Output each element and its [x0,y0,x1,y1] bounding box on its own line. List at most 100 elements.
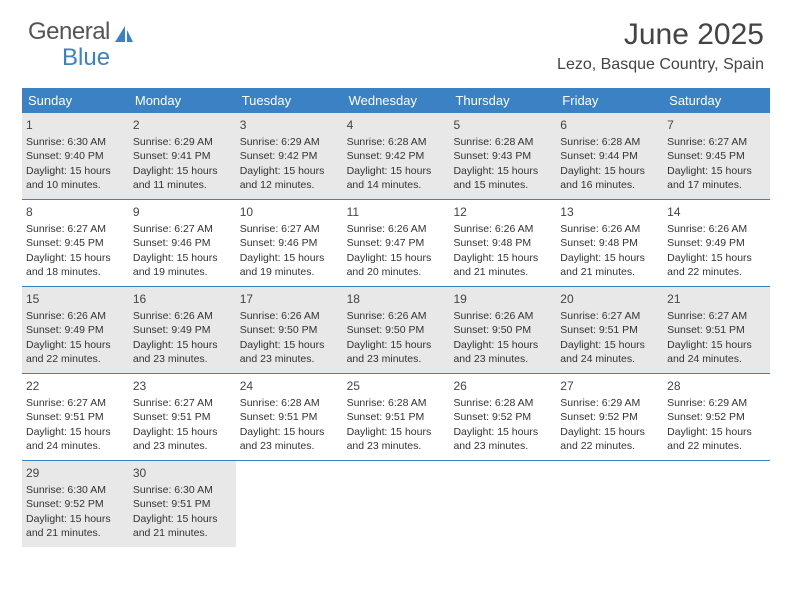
weekday-header-cell: Friday [556,88,663,113]
day-cell: 8Sunrise: 6:27 AMSunset: 9:45 PMDaylight… [22,200,129,286]
sunset-line: Sunset: 9:48 PM [560,236,659,250]
week-row: 15Sunrise: 6:26 AMSunset: 9:49 PMDayligh… [22,286,770,373]
day-cell: 12Sunrise: 6:26 AMSunset: 9:48 PMDayligh… [449,200,556,286]
day-cell: 23Sunrise: 6:27 AMSunset: 9:51 PMDayligh… [129,374,236,460]
day-cell: 15Sunrise: 6:26 AMSunset: 9:49 PMDayligh… [22,287,129,373]
day-number: 13 [560,204,659,220]
sunrise-line: Sunrise: 6:28 AM [240,396,339,410]
week-row: 8Sunrise: 6:27 AMSunset: 9:45 PMDaylight… [22,199,770,286]
day-number: 16 [133,291,232,307]
daylight-line: Daylight: 15 hours and 14 minutes. [347,164,446,192]
sunrise-line: Sunrise: 6:26 AM [26,309,125,323]
sunset-line: Sunset: 9:51 PM [133,497,232,511]
sunrise-line: Sunrise: 6:29 AM [667,396,766,410]
day-number: 4 [347,117,446,133]
day-cell: 7Sunrise: 6:27 AMSunset: 9:45 PMDaylight… [663,113,770,199]
sunrise-line: Sunrise: 6:26 AM [453,222,552,236]
sunrise-line: Sunrise: 6:30 AM [26,135,125,149]
location-text: Lezo, Basque Country, Spain [557,56,764,74]
sunset-line: Sunset: 9:44 PM [560,149,659,163]
week-row: 1Sunrise: 6:30 AMSunset: 9:40 PMDaylight… [22,113,770,199]
sunset-line: Sunset: 9:50 PM [453,323,552,337]
day-number: 21 [667,291,766,307]
weekday-header-row: SundayMondayTuesdayWednesdayThursdayFrid… [22,88,770,113]
sunrise-line: Sunrise: 6:27 AM [667,135,766,149]
day-number: 19 [453,291,552,307]
daylight-line: Daylight: 15 hours and 22 minutes. [560,425,659,453]
day-cell-empty [343,461,450,547]
logo-blue-text: Blue [62,44,110,72]
day-number: 2 [133,117,232,133]
sunrise-line: Sunrise: 6:26 AM [667,222,766,236]
sunset-line: Sunset: 9:47 PM [347,236,446,250]
day-cell: 3Sunrise: 6:29 AMSunset: 9:42 PMDaylight… [236,113,343,199]
day-cell: 27Sunrise: 6:29 AMSunset: 9:52 PMDayligh… [556,374,663,460]
day-cell: 2Sunrise: 6:29 AMSunset: 9:41 PMDaylight… [129,113,236,199]
daylight-line: Daylight: 15 hours and 24 minutes. [667,338,766,366]
sunrise-line: Sunrise: 6:29 AM [240,135,339,149]
sunrise-line: Sunrise: 6:27 AM [133,396,232,410]
sunset-line: Sunset: 9:46 PM [240,236,339,250]
sunset-line: Sunset: 9:49 PM [133,323,232,337]
sunset-line: Sunset: 9:52 PM [560,410,659,424]
day-cell-empty [449,461,556,547]
daylight-line: Daylight: 15 hours and 20 minutes. [347,251,446,279]
day-cell: 5Sunrise: 6:28 AMSunset: 9:43 PMDaylight… [449,113,556,199]
daylight-line: Daylight: 15 hours and 15 minutes. [453,164,552,192]
day-cell: 6Sunrise: 6:28 AMSunset: 9:44 PMDaylight… [556,113,663,199]
daylight-line: Daylight: 15 hours and 23 minutes. [347,338,446,366]
day-number: 28 [667,378,766,394]
day-cell-empty [556,461,663,547]
day-cell-empty [236,461,343,547]
daylight-line: Daylight: 15 hours and 21 minutes. [26,512,125,540]
day-cell: 18Sunrise: 6:26 AMSunset: 9:50 PMDayligh… [343,287,450,373]
day-cell: 1Sunrise: 6:30 AMSunset: 9:40 PMDaylight… [22,113,129,199]
day-cell: 30Sunrise: 6:30 AMSunset: 9:51 PMDayligh… [129,461,236,547]
daylight-line: Daylight: 15 hours and 21 minutes. [560,251,659,279]
day-number: 14 [667,204,766,220]
sunset-line: Sunset: 9:52 PM [26,497,125,511]
day-number: 20 [560,291,659,307]
sunset-line: Sunset: 9:51 PM [560,323,659,337]
day-number: 5 [453,117,552,133]
sunrise-line: Sunrise: 6:29 AM [560,396,659,410]
daylight-line: Daylight: 15 hours and 22 minutes. [26,338,125,366]
daylight-line: Daylight: 15 hours and 19 minutes. [240,251,339,279]
day-cell: 9Sunrise: 6:27 AMSunset: 9:46 PMDaylight… [129,200,236,286]
day-number: 23 [133,378,232,394]
daylight-line: Daylight: 15 hours and 10 minutes. [26,164,125,192]
day-cell: 29 Sunrise: 6:30 AMSunset: 9:52 PMDayligh… [22,461,129,547]
sunrise-line: Sunrise: 6:26 AM [347,222,446,236]
day-cell: 25Sunrise: 6:28 AMSunset: 9:51 PMDayligh… [343,374,450,460]
day-cell: 11Sunrise: 6:26 AMSunset: 9:47 PMDayligh… [343,200,450,286]
sunrise-line: Sunrise: 6:30 AM [26,483,125,497]
day-cell: 17Sunrise: 6:26 AMSunset: 9:50 PMDayligh… [236,287,343,373]
day-cell: 26Sunrise: 6:28 AMSunset: 9:52 PMDayligh… [449,374,556,460]
sunset-line: Sunset: 9:42 PM [347,149,446,163]
sunrise-line: Sunrise: 6:27 AM [667,309,766,323]
daylight-line: Daylight: 15 hours and 16 minutes. [560,164,659,192]
day-number: 3 [240,117,339,133]
sunrise-line: Sunrise: 6:26 AM [240,309,339,323]
daylight-line: Daylight: 15 hours and 23 minutes. [453,425,552,453]
sunrise-line: Sunrise: 6:27 AM [26,222,125,236]
day-cell-empty [663,461,770,547]
day-cell: 24Sunrise: 6:28 AMSunset: 9:51 PMDayligh… [236,374,343,460]
daylight-line: Daylight: 15 hours and 23 minutes. [347,425,446,453]
day-number: 22 [26,378,125,394]
day-cell: 14Sunrise: 6:26 AMSunset: 9:49 PMDayligh… [663,200,770,286]
daylight-line: Daylight: 15 hours and 23 minutes. [133,338,232,366]
sunset-line: Sunset: 9:41 PM [133,149,232,163]
sunset-line: Sunset: 9:51 PM [133,410,232,424]
sunrise-line: Sunrise: 6:30 AM [133,483,232,497]
day-cell: 20Sunrise: 6:27 AMSunset: 9:51 PMDayligh… [556,287,663,373]
weekday-header-cell: Monday [129,88,236,113]
day-cell: 16Sunrise: 6:26 AMSunset: 9:49 PMDayligh… [129,287,236,373]
weekday-header-cell: Saturday [663,88,770,113]
daylight-line: Daylight: 15 hours and 19 minutes. [133,251,232,279]
day-cell: 28Sunrise: 6:29 AMSunset: 9:52 PMDayligh… [663,374,770,460]
day-number: 29 [26,465,125,481]
weekday-header-cell: Thursday [449,88,556,113]
day-cell: 21Sunrise: 6:27 AMSunset: 9:51 PMDayligh… [663,287,770,373]
sunrise-line: Sunrise: 6:29 AM [133,135,232,149]
